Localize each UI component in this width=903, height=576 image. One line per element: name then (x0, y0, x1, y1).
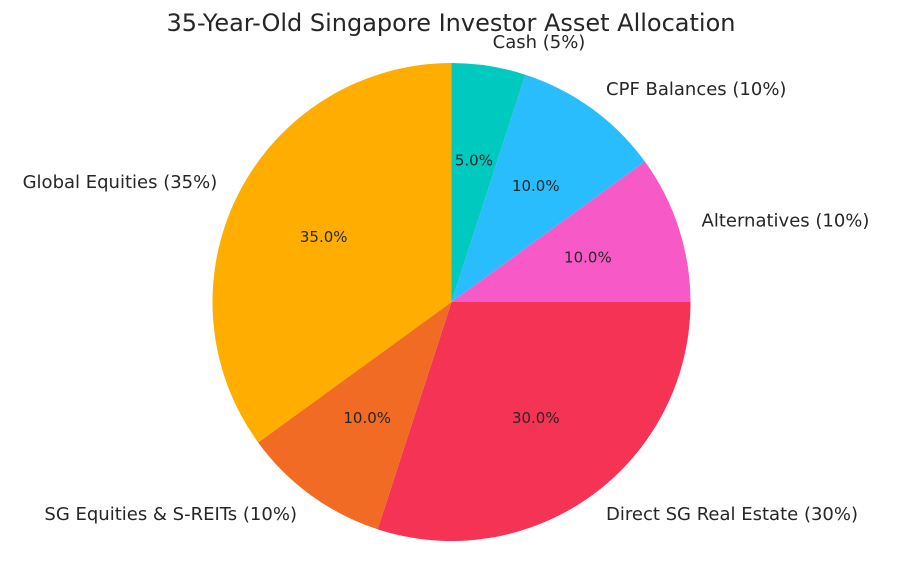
pct-label-cpf-balances-10: 10.0% (512, 177, 560, 195)
pie-slice-cpf-balances-10 (451, 74, 645, 302)
slice-label-global-equities-35: Global Equities (35%) (23, 172, 218, 193)
pct-label-alternatives-10: 10.0% (564, 249, 612, 267)
pct-label-direct-sg-real-estate-30: 30.0% (512, 409, 560, 427)
pct-label-sg-equities-s-reits-10: 10.0% (343, 409, 391, 427)
pie-slice-global-equities-35 (212, 63, 452, 443)
slice-label-alternatives-10: Alternatives (10%) (702, 210, 870, 231)
pct-label-global-equities-35: 35.0% (300, 228, 348, 246)
slice-label-cpf-balances-10: CPF Balances (10%) (606, 79, 786, 100)
slice-label-direct-sg-real-estate-30: Direct SG Real Estate (30%) (606, 504, 858, 525)
chart-title: 35-Year-Old Singapore Investor Asset All… (167, 9, 736, 37)
pie-slice-direct-sg-real-estate-30 (377, 302, 691, 541)
pct-label-cash-5: 5.0% (455, 151, 493, 169)
slice-label-cash-5: Cash (5%) (493, 32, 586, 53)
pie-slices (212, 63, 691, 541)
percent-labels: 5.0% 10.0% 10.0% 30.0% 10.0% 35.0% (300, 151, 612, 427)
slice-labels: Cash (5%) CPF Balances (10%) Alternatives … (23, 32, 870, 525)
pie-slice-alternatives-10 (451, 161, 691, 302)
pie-slice-cash-5 (451, 63, 526, 302)
slice-label-sg-equities-s-reits-10: SG Equities & S-REITs (10%) (44, 504, 297, 525)
pie-slice-sg-equities-s-reits-10 (258, 302, 452, 530)
